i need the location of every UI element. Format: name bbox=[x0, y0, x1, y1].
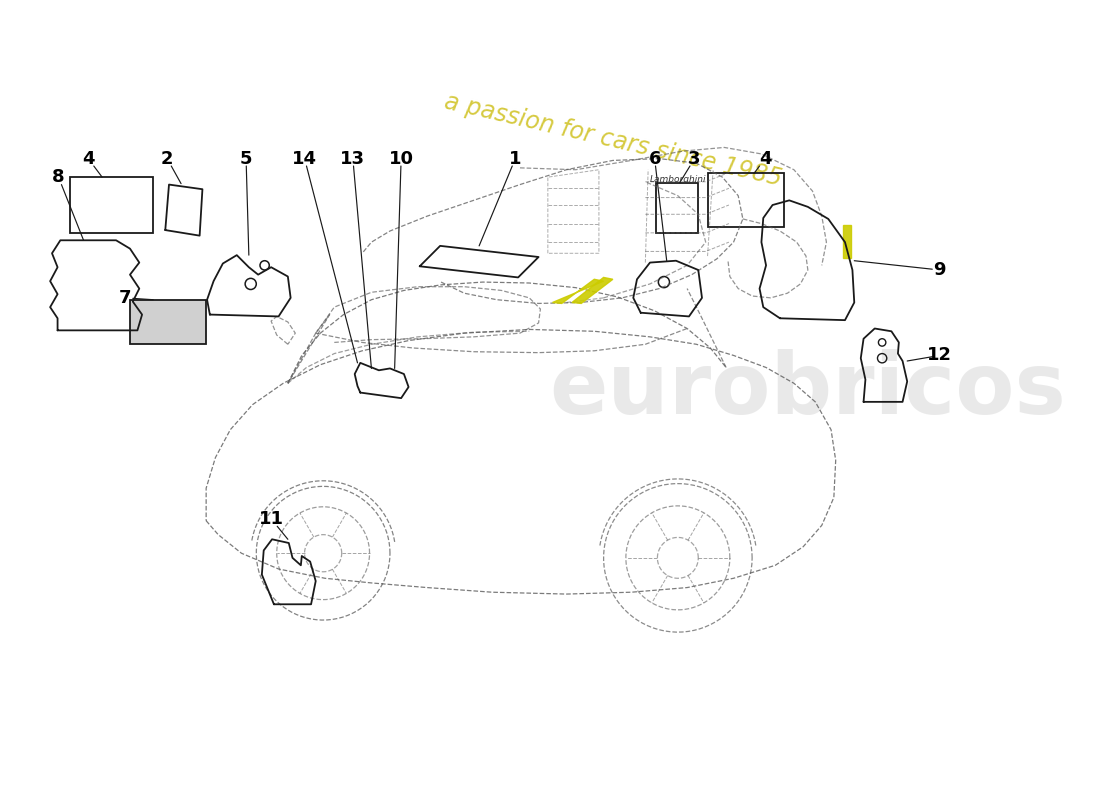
Text: 8: 8 bbox=[52, 168, 65, 186]
Text: 13: 13 bbox=[340, 150, 365, 167]
Polygon shape bbox=[552, 279, 604, 303]
Text: 14: 14 bbox=[293, 150, 317, 167]
Polygon shape bbox=[843, 226, 850, 258]
Text: 10: 10 bbox=[388, 150, 414, 167]
Text: 3: 3 bbox=[689, 150, 701, 167]
Text: a passion for cars since 1985: a passion for cars since 1985 bbox=[442, 90, 784, 190]
Polygon shape bbox=[572, 278, 613, 303]
Text: 7: 7 bbox=[119, 289, 132, 307]
Text: 9: 9 bbox=[934, 261, 946, 279]
Text: 6: 6 bbox=[648, 150, 661, 167]
Bar bbox=[707, 174, 783, 227]
Text: 4: 4 bbox=[82, 150, 95, 167]
Text: eurobricos: eurobricos bbox=[549, 350, 1066, 432]
Text: 4: 4 bbox=[759, 150, 771, 167]
Text: 11: 11 bbox=[258, 510, 284, 528]
Bar bbox=[656, 182, 699, 233]
Text: Lamborghini: Lamborghini bbox=[650, 174, 706, 183]
Text: 1: 1 bbox=[509, 150, 521, 167]
Text: 12: 12 bbox=[927, 346, 953, 365]
Bar bbox=[130, 300, 206, 344]
Text: 5: 5 bbox=[240, 150, 252, 167]
Bar bbox=[69, 177, 153, 233]
Text: 2: 2 bbox=[161, 150, 174, 167]
